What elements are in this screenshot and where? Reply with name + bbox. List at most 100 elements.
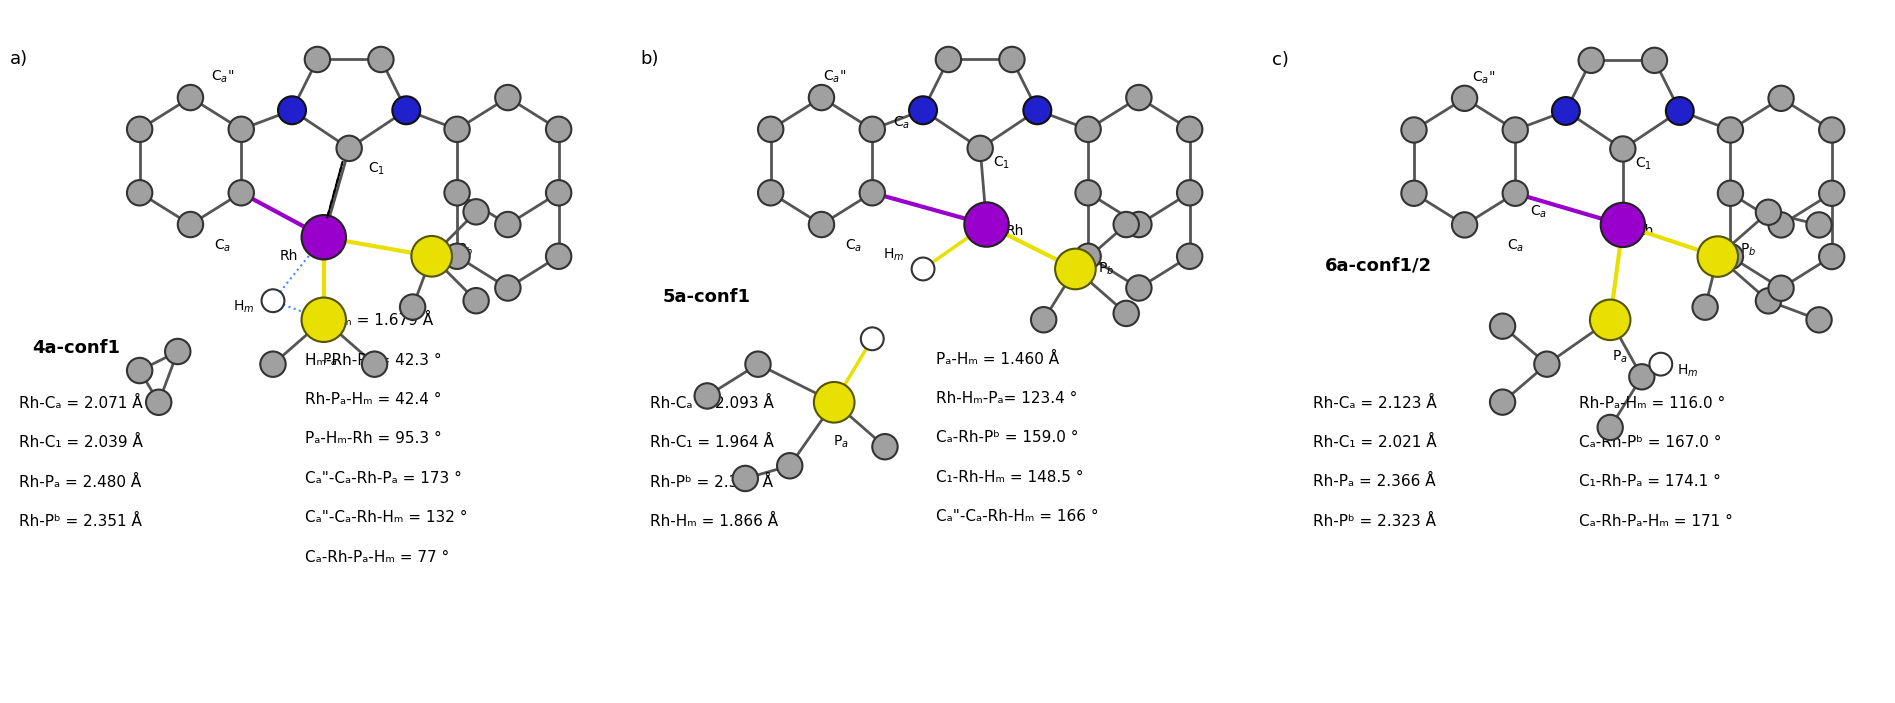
Text: Rh: Rh: [1635, 224, 1654, 238]
Text: Rh-Cₐ = 2.071 Å: Rh-Cₐ = 2.071 Å: [19, 396, 142, 411]
Circle shape: [127, 180, 152, 205]
Circle shape: [1757, 200, 1781, 225]
Circle shape: [1114, 301, 1139, 326]
Text: C$_a$: C$_a$: [1507, 238, 1524, 254]
Circle shape: [1076, 180, 1101, 205]
Circle shape: [999, 47, 1025, 72]
Circle shape: [1597, 415, 1622, 440]
Circle shape: [860, 180, 885, 205]
Text: Rh-Pᵇ = 2.349 Å: Rh-Pᵇ = 2.349 Å: [650, 475, 773, 490]
Circle shape: [1126, 85, 1152, 110]
Text: Rh-C₁ = 1.964 Å: Rh-C₁ = 1.964 Å: [650, 435, 773, 451]
Text: Pₐ-Hₘ = 1.460 Å: Pₐ-Hₘ = 1.460 Å: [936, 352, 1059, 366]
Text: Rh: Rh: [280, 250, 298, 264]
Text: C$_1$: C$_1$: [368, 161, 385, 177]
Circle shape: [262, 290, 284, 312]
Text: P$_b$: P$_b$: [1740, 242, 1757, 259]
Circle shape: [1076, 243, 1101, 269]
Circle shape: [443, 180, 470, 205]
Text: Cₐ-Rh-Pₐ-Hₘ = 171 °: Cₐ-Rh-Pₐ-Hₘ = 171 °: [1579, 513, 1732, 529]
Circle shape: [301, 215, 347, 259]
Circle shape: [968, 136, 993, 161]
Circle shape: [777, 453, 802, 479]
Circle shape: [362, 352, 387, 377]
Circle shape: [1611, 136, 1635, 162]
Text: P$_b$: P$_b$: [1097, 261, 1114, 277]
Text: Rh-Pₐ-Hₘ = 42.4 °: Rh-Pₐ-Hₘ = 42.4 °: [305, 392, 442, 407]
Text: C$_a$: C$_a$: [1529, 204, 1546, 221]
Circle shape: [1400, 117, 1427, 143]
Text: Rh-Pᵇ = 2.323 Å: Rh-Pᵇ = 2.323 Å: [1313, 513, 1436, 529]
Text: Pₐ-Hₘ-Rh = 95.3 °: Pₐ-Hₘ-Rh = 95.3 °: [305, 432, 442, 446]
Circle shape: [1177, 180, 1201, 205]
Circle shape: [1666, 97, 1694, 125]
Text: C$_a$: C$_a$: [845, 237, 862, 254]
Circle shape: [1601, 202, 1645, 247]
Circle shape: [127, 358, 152, 383]
Text: H$_m$: H$_m$: [1677, 362, 1698, 379]
Circle shape: [872, 434, 898, 460]
Text: Cₐ-Rh-Pᵇ = 167.0 °: Cₐ-Rh-Pᵇ = 167.0 °: [1579, 435, 1721, 450]
Circle shape: [1698, 236, 1738, 277]
Circle shape: [965, 202, 1008, 247]
Text: C$_a$": C$_a$": [210, 68, 233, 85]
Text: P$_a$: P$_a$: [1613, 348, 1628, 365]
Text: c): c): [1272, 51, 1289, 69]
Circle shape: [464, 288, 489, 314]
Circle shape: [165, 339, 190, 364]
Circle shape: [733, 466, 758, 491]
Circle shape: [910, 96, 936, 124]
Circle shape: [809, 212, 834, 237]
Circle shape: [305, 47, 330, 72]
Text: C$_a$": C$_a$": [822, 68, 845, 85]
Text: Rh-Pᵇ = 2.351 Å: Rh-Pᵇ = 2.351 Å: [19, 514, 142, 529]
Circle shape: [1031, 307, 1056, 333]
Circle shape: [178, 85, 203, 110]
Circle shape: [1768, 86, 1795, 111]
Circle shape: [1590, 299, 1630, 340]
Circle shape: [860, 117, 885, 142]
Circle shape: [546, 117, 572, 142]
Circle shape: [1630, 364, 1654, 389]
Circle shape: [1452, 86, 1478, 111]
Text: P$_b$: P$_b$: [457, 242, 474, 258]
Circle shape: [813, 382, 855, 423]
Circle shape: [1806, 307, 1832, 333]
Text: Rh-Cₐ = 2.093 Å: Rh-Cₐ = 2.093 Å: [650, 396, 773, 411]
Circle shape: [1126, 276, 1152, 301]
Text: Cₐ"-Cₐ-Rh-Pₐ = 173 °: Cₐ"-Cₐ-Rh-Pₐ = 173 °: [305, 471, 462, 486]
Circle shape: [758, 117, 783, 142]
Circle shape: [279, 96, 305, 124]
Circle shape: [495, 85, 521, 110]
Circle shape: [1757, 288, 1781, 314]
Circle shape: [546, 180, 572, 205]
Text: C₁-Rh-Hₘ = 148.5 °: C₁-Rh-Hₘ = 148.5 °: [936, 470, 1084, 484]
Circle shape: [1503, 181, 1527, 206]
Text: C$_1$: C$_1$: [1635, 155, 1652, 172]
Circle shape: [1579, 48, 1603, 73]
Text: 6a-conf1/2: 6a-conf1/2: [1325, 257, 1433, 275]
Circle shape: [260, 352, 286, 377]
Text: H$_m$: H$_m$: [233, 299, 254, 315]
Circle shape: [178, 212, 203, 237]
Circle shape: [1535, 352, 1560, 377]
Circle shape: [1177, 243, 1201, 269]
Circle shape: [1503, 117, 1527, 143]
Text: Cₐ"-Cₐ-Rh-Hₘ = 166 °: Cₐ"-Cₐ-Rh-Hₘ = 166 °: [936, 509, 1099, 524]
Circle shape: [229, 117, 254, 142]
Circle shape: [229, 180, 254, 205]
Circle shape: [936, 47, 961, 72]
Circle shape: [1641, 48, 1668, 73]
Circle shape: [146, 389, 171, 415]
Circle shape: [1819, 117, 1844, 143]
Circle shape: [411, 236, 453, 276]
Circle shape: [443, 117, 470, 142]
Circle shape: [1126, 212, 1152, 237]
Circle shape: [1056, 249, 1095, 290]
Text: P$_a$: P$_a$: [832, 434, 849, 451]
Text: C$_a$: C$_a$: [214, 237, 231, 254]
Circle shape: [1076, 117, 1101, 142]
Text: Cₐ"-Cₐ-Rh-Hₘ = 132 °: Cₐ"-Cₐ-Rh-Hₘ = 132 °: [305, 510, 468, 525]
Text: 4a-conf1: 4a-conf1: [32, 339, 119, 357]
Circle shape: [337, 136, 362, 161]
